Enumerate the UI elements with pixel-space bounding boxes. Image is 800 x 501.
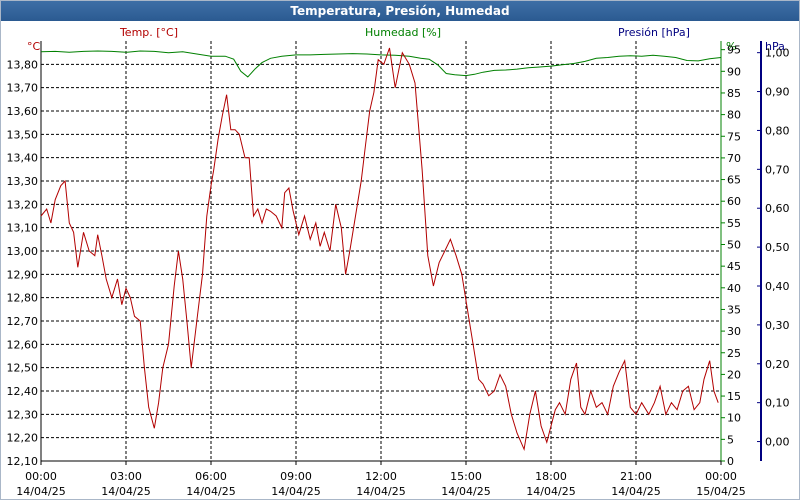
temp-tick-label: 13,80 [7,58,39,71]
date-tick-label: 14/04/25 [356,485,405,498]
axes [40,41,762,462]
pressure-tick-label: 0,60 [765,202,790,215]
humidity-tick-label: 65 [727,174,741,187]
humidity-tick-labels: 0 5 10 15 20 25 30 35 40 45 50 55 60 65 70 75 80 85 90 95 [721,44,741,468]
pressure-tick-label: 0,10 [765,397,790,410]
humidity-tick-label: 40 [727,282,741,295]
humidity-tick-label: 25 [727,347,741,360]
humidity-tick-label: 45 [727,260,741,273]
temp-tick-label: 13,10 [7,222,39,235]
humidity-tick-label: 10 [727,412,741,425]
time-tick-label: 00:00 [705,470,737,483]
humidity-tick-label: 55 [727,217,741,230]
date-tick-label: 14/04/25 [271,485,320,498]
temp-tick-label: 12,10 [7,455,39,468]
humidity-line [40,50,722,78]
date-tick-label: 14/04/25 [101,485,150,498]
humidity-tick-label: 90 [727,65,741,78]
date-tick-label: 14/04/25 [611,485,660,498]
date-tick-label: 14/04/25 [16,485,65,498]
humidity-tick-label: 85 [727,87,741,100]
humidity-tick-label: 30 [727,325,741,338]
humidity-tick-label: 80 [727,109,741,122]
pressure-axis-title: Presión [hPa] [618,26,690,39]
humidity-unit: % [726,40,736,53]
temp-tick-label: 13,20 [7,198,39,211]
humidity-tick-label: 75 [727,130,741,143]
humidity-tick-label: 95 [727,44,741,57]
pressure-tick-label: 0,90 [765,86,790,99]
pressure-tick-label: 0,00 [765,436,790,449]
window-title: Temperatura, Presión, Humedad [1,1,799,21]
temp-tick-label: 12,30 [7,408,39,421]
temp-tick-label: 12,70 [7,315,39,328]
temp-tick-label: 12,90 [7,268,39,281]
date-tick-label: 15/04/25 [696,485,745,498]
time-tick-label: 21:00 [620,470,652,483]
pressure-tick-label: 0,30 [765,319,790,332]
time-tick-label: 00:00 [25,470,57,483]
humidity-tick-label: 60 [727,195,741,208]
date-tick-label: 14/04/25 [526,485,575,498]
temp-tick-label: 12,20 [7,432,39,445]
pressure-tick-labels: 0,00 0,10 0,20 0,30 0,40 0,50 0,60 0,70 0,80 0,90… [757,47,790,449]
pressure-unit: hPa [765,40,785,53]
pressure-tick-label: 0,50 [765,241,790,254]
time-tick-label: 12:00 [365,470,397,483]
humidity-tick-label: 5 [727,433,734,446]
humidity-axis-title: Humedad [%] [365,26,441,39]
pressure-tick-label: 0,70 [765,163,790,176]
temp-tick-label: 13,60 [7,105,39,118]
time-tick-label: 09:00 [280,470,312,483]
humidity-tick-label: 35 [727,303,741,316]
temp-tick-label: 12,60 [7,338,39,351]
pressure-tick-label: 0,80 [765,124,790,137]
humidity-tick-label: 0 [727,455,734,468]
date-tick-label: 14/04/25 [441,485,490,498]
time-tick-labels: 00:00 14/04/25 03:00 14/04/25 06:00 14/04/25 0… [16,461,746,498]
time-tick-label: 18:00 [535,470,567,483]
humidity-tick-label: 20 [727,368,741,381]
humidity-tick-label: 70 [727,152,741,165]
date-tick-label: 14/04/25 [186,485,235,498]
pressure-tick-label: 1,00 [765,47,790,60]
temp-tick-label: 12,50 [7,362,39,375]
temp-tick-label: 13,00 [7,245,39,258]
pressure-tick-label: 0,40 [765,280,790,293]
temp-tick-label: 13,50 [7,128,39,141]
time-tick-label: 03:00 [110,470,142,483]
humidity-tick-label: 50 [727,239,741,252]
temperature-line [40,47,719,452]
temp-tick-label: 12,80 [7,292,39,305]
temp-tick-label: 12,40 [7,385,39,398]
temp-tick-label: 13,30 [7,175,39,188]
time-tick-label: 15:00 [450,470,482,483]
temp-tick-label: 13,40 [7,152,39,165]
temp-axis-title: Temp. [°C] [119,26,178,39]
time-tick-label: 06:00 [195,470,227,483]
humidity-tick-label: 15 [727,390,741,403]
grid [41,41,721,462]
temp-unit: °C [27,40,41,53]
temp-tick-labels: 12,10 12,20 12,30 12,40 12,50 12,60 12,70 12,80… [7,58,39,468]
pressure-tick-label: 0,20 [765,358,790,371]
temp-tick-label: 13,70 [7,82,39,95]
